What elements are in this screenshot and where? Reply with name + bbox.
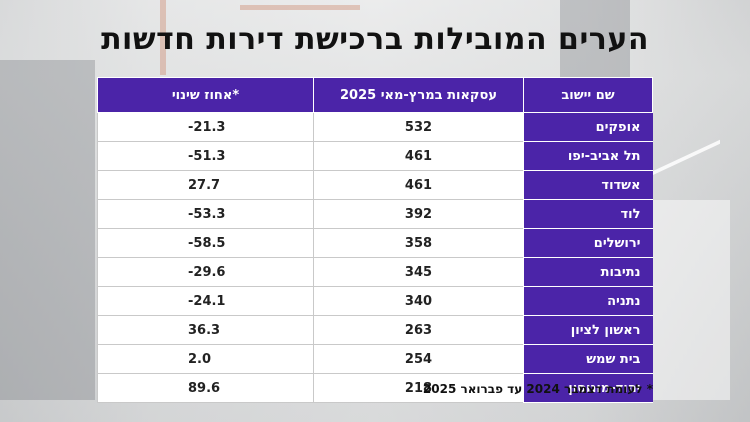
city-cell: בית שמש — [523, 344, 653, 374]
deals-cell: 218 — [313, 373, 524, 403]
city-cell: אשדוד — [523, 170, 653, 200]
table-row: בית שמש 254 2.0 — [97, 344, 653, 374]
background-building-left — [0, 60, 95, 400]
change-cell: 36.3 — [97, 315, 314, 345]
background-crane-arm — [240, 5, 360, 10]
deals-cell: 461 — [313, 141, 524, 171]
change-cell: -29.6 — [97, 257, 314, 287]
city-cell: תל אביב-יפו — [523, 141, 653, 171]
footnote: * לעומת דצמבר 2024 עד פברואר 2025 — [422, 382, 653, 396]
deals-cell: 392 — [313, 199, 524, 229]
change-cell: 89.6 — [97, 373, 314, 403]
column-header-city: שם יישוב — [523, 77, 653, 113]
table-row: אשדוד 461 27.7 — [97, 170, 653, 200]
city-cell: לוד — [523, 199, 653, 229]
data-table: שם יישוב עסקאות במרץ-מאי 2025 *אחוז שינו… — [97, 77, 653, 403]
city-cell: אופקים — [523, 112, 653, 142]
change-cell: -58.5 — [97, 228, 314, 258]
table-row: לוד 392 -53.3 — [97, 199, 653, 229]
table-header-row: שם יישוב עסקאות במרץ-מאי 2025 *אחוז שינו… — [97, 77, 653, 113]
table-row: אופקים 532 -21.3 — [97, 112, 653, 142]
chart-title: הערים המובילות ברכישת דירות חדשות — [101, 22, 649, 57]
column-header-change: *אחוז שינוי — [97, 77, 314, 113]
city-cell: ירושלים — [523, 228, 653, 258]
table-row: ירושלים 358 -58.5 — [97, 228, 653, 258]
deals-cell: 461 — [313, 170, 524, 200]
table-row: נתיבות 345 -29.6 — [97, 257, 653, 287]
table-row: תל אביב-יפו 461 -51.3 — [97, 141, 653, 171]
city-cell: יהוד-מונוסון — [523, 373, 653, 403]
change-cell: -51.3 — [97, 141, 314, 171]
city-cell: נתניה — [523, 286, 653, 316]
change-cell: -24.1 — [97, 286, 314, 316]
deals-cell: 532 — [313, 112, 524, 142]
deals-cell: 345 — [313, 257, 524, 287]
change-cell: 2.0 — [97, 344, 314, 374]
deals-cell: 263 — [313, 315, 524, 345]
change-cell: -53.3 — [97, 199, 314, 229]
background-crane — [160, 0, 166, 75]
change-cell: 27.7 — [97, 170, 314, 200]
deals-cell: 358 — [313, 228, 524, 258]
city-cell: נתיבות — [523, 257, 653, 287]
city-cell: ראשון לציון — [523, 315, 653, 345]
table-row: ראשון לציון 263 36.3 — [97, 315, 653, 345]
deals-cell: 254 — [313, 344, 524, 374]
table-row: נתניה 340 -24.1 — [97, 286, 653, 316]
table-row: יהוד-מונוסון 218 89.6 — [97, 373, 653, 403]
change-cell: -21.3 — [97, 112, 314, 142]
column-header-deals: עסקאות במרץ-מאי 2025 — [313, 77, 524, 113]
deals-cell: 340 — [313, 286, 524, 316]
